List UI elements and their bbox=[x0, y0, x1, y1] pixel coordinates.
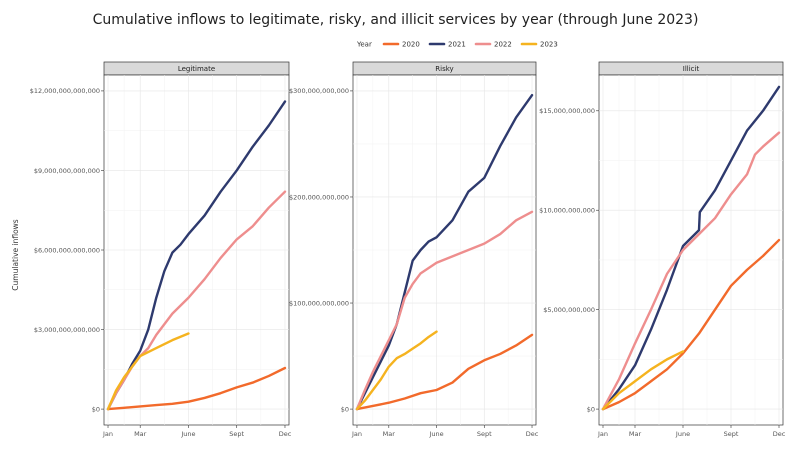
series-line-2021 bbox=[601, 85, 781, 411]
legend-label-2022: 2022 bbox=[494, 41, 512, 49]
y-tick-label: $6,000,000,000,000 bbox=[34, 246, 100, 254]
x-tick-label: Mar bbox=[134, 430, 147, 438]
panel-illicit: Illicit Jan Mar June Sept Dec $0 $5,000,000,000… bbox=[539, 61, 786, 438]
series-line-2023 bbox=[355, 330, 438, 411]
x-tick-label: Mar bbox=[383, 430, 396, 438]
series-line-2020 bbox=[106, 366, 287, 411]
panels: Legitimate Jan Mar June Sept Dec $0 $3,000,000,… bbox=[30, 61, 786, 438]
legend-label-2023: 2023 bbox=[540, 41, 558, 49]
x-tick-label: Jan bbox=[351, 430, 362, 438]
y-axis-label: Cumulative inflows bbox=[11, 219, 20, 290]
y-tick-label: $0 bbox=[341, 405, 349, 413]
y-tick-label: $3,000,000,000,000 bbox=[34, 326, 100, 334]
y-tick-label: $0 bbox=[92, 405, 100, 413]
x-tick-label: June bbox=[428, 430, 443, 438]
x-tick-label: Sept bbox=[229, 430, 244, 438]
series-line-2023 bbox=[106, 332, 190, 411]
panel-risky: Risky Jan Mar June Sept Dec $0 $100,000,000,000… bbox=[289, 61, 539, 438]
series-line-2020 bbox=[601, 238, 781, 411]
x-tick-label: Sept bbox=[724, 430, 739, 438]
y-tick-label: $5,000,000,000 bbox=[543, 306, 595, 314]
panel-strip-label: Risky bbox=[435, 65, 453, 73]
series-line-2023 bbox=[601, 350, 685, 411]
x-tick-label: Sept bbox=[477, 430, 492, 438]
y-tick-label: $300,000,000,000 bbox=[289, 87, 349, 95]
y-tick-label: $200,000,000,000 bbox=[289, 193, 349, 201]
x-tick-label: Jan bbox=[102, 430, 113, 438]
series-line-2020 bbox=[355, 333, 534, 411]
series-line-2021 bbox=[355, 93, 534, 411]
y-tick-label: $100,000,000,000 bbox=[289, 299, 349, 307]
legend-title: Year bbox=[356, 41, 372, 49]
legend: Year 2020 2021 2022 2023 bbox=[356, 41, 558, 49]
y-tick-label: $9,000,000,000,000 bbox=[34, 167, 100, 175]
y-tick-label: $0 bbox=[587, 405, 595, 413]
x-tick-label: Mar bbox=[629, 430, 642, 438]
chart-title: Cumulative inflows to legitimate, risky,… bbox=[93, 12, 699, 28]
x-tick-label: Jan bbox=[597, 430, 608, 438]
panel-strip-label: Illicit bbox=[683, 65, 700, 73]
y-tick-label: $12,000,000,000,000 bbox=[30, 87, 100, 95]
y-tick-label: $15,000,000,000 bbox=[539, 107, 595, 115]
y-tick-label: $10,000,000,000 bbox=[539, 207, 595, 215]
x-tick-label: Dec bbox=[279, 430, 292, 438]
x-tick-label: June bbox=[675, 430, 690, 438]
series-line-2022 bbox=[601, 131, 781, 411]
legend-label-2021: 2021 bbox=[448, 41, 466, 49]
x-tick-label: Dec bbox=[526, 430, 539, 438]
series-line-2022 bbox=[355, 210, 534, 411]
legend-label-2020: 2020 bbox=[402, 41, 420, 49]
panel-strip-label: Legitimate bbox=[178, 65, 215, 73]
plot-area bbox=[598, 74, 784, 426]
x-tick-label: June bbox=[180, 430, 195, 438]
panel-legitimate: Legitimate Jan Mar June Sept Dec $0 $3,000,000,… bbox=[30, 61, 292, 438]
x-tick-label: Dec bbox=[773, 430, 786, 438]
